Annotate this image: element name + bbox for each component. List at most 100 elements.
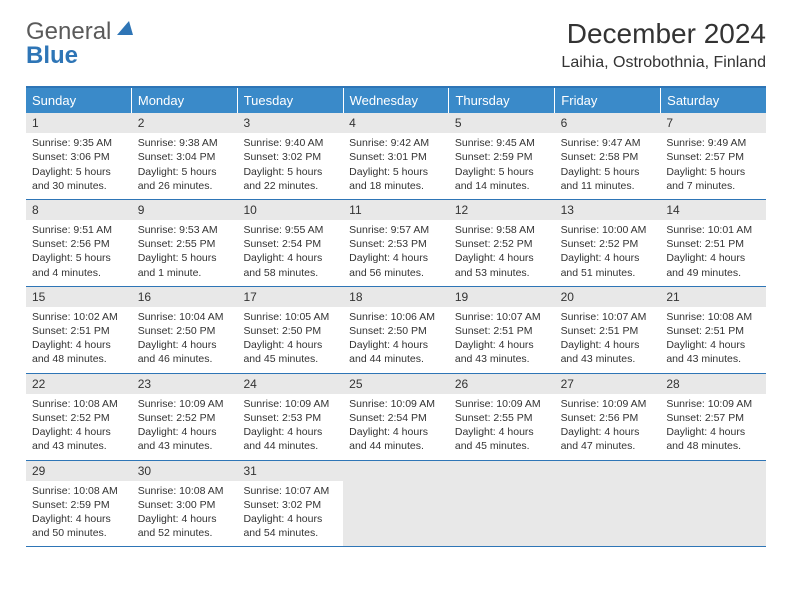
sunset-text: Sunset: 3:01 PM [349,150,443,164]
page-header: General Blue December 2024 Laihia, Ostro… [26,18,766,72]
daylight-text: Daylight: 4 hours [243,425,337,439]
day-cell: 28Sunrise: 10:09 AMSunset: 2:57 PMDaylig… [660,374,766,460]
daylight-text: and 18 minutes. [349,179,443,193]
daylight-text: and 1 minute. [138,266,232,280]
day-body: Sunrise: 10:09 AMSunset: 2:56 PMDaylight… [555,394,661,460]
daylight-text: Daylight: 4 hours [32,512,126,526]
day-body: Sunrise: 9:49 AMSunset: 2:57 PMDaylight:… [660,133,766,199]
month-title: December 2024 [561,18,766,50]
week-row: 15Sunrise: 10:02 AMSunset: 2:51 PMDaylig… [26,287,766,374]
sunset-text: Sunset: 2:59 PM [455,150,549,164]
day-body: Sunrise: 9:47 AMSunset: 2:58 PMDaylight:… [555,133,661,199]
day-number-wrap: 15 [26,287,132,307]
daylight-text: Daylight: 5 hours [561,165,655,179]
sunrise-text: Sunrise: 10:05 AM [243,310,337,324]
sunrise-text: Sunrise: 10:08 AM [666,310,760,324]
day-number: 5 [455,116,462,130]
day-number: 3 [243,116,250,130]
sunrise-text: Sunrise: 10:09 AM [349,397,443,411]
day-cell: 22Sunrise: 10:08 AMSunset: 2:52 PMDaylig… [26,374,132,460]
daylight-text: and 48 minutes. [32,352,126,366]
daylight-text: and 46 minutes. [138,352,232,366]
day-cell: 9Sunrise: 9:53 AMSunset: 2:55 PMDaylight… [132,200,238,286]
daylight-text: Daylight: 4 hours [243,338,337,352]
daylight-text: and 52 minutes. [138,526,232,540]
sunrise-text: Sunrise: 9:47 AM [561,136,655,150]
day-body: Sunrise: 10:01 AMSunset: 2:51 PMDaylight… [660,220,766,286]
daylight-text: and 44 minutes. [349,352,443,366]
day-body: Sunrise: 10:06 AMSunset: 2:50 PMDaylight… [343,307,449,373]
daylight-text: and 58 minutes. [243,266,337,280]
daylight-text: Daylight: 5 hours [138,251,232,265]
day-body: Sunrise: 9:40 AMSunset: 3:02 PMDaylight:… [237,133,343,199]
day-number-wrap: 27 [555,374,661,394]
day-header-monday: Monday [132,88,238,113]
day-number-wrap: 30 [132,461,238,481]
day-number-wrap: 13 [555,200,661,220]
calendar: SundayMondayTuesdayWednesdayThursdayFrid… [26,86,766,547]
day-cell: 11Sunrise: 9:57 AMSunset: 2:53 PMDayligh… [343,200,449,286]
daylight-text: and 44 minutes. [243,439,337,453]
day-number: 27 [561,377,574,391]
day-number: 19 [455,290,468,304]
day-body: Sunrise: 9:55 AMSunset: 2:54 PMDaylight:… [237,220,343,286]
daylight-text: Daylight: 4 hours [138,338,232,352]
sunrise-text: Sunrise: 10:02 AM [32,310,126,324]
daylight-text: Daylight: 4 hours [666,425,760,439]
day-body: Sunrise: 10:07 AMSunset: 3:02 PMDaylight… [237,481,343,547]
daylight-text: Daylight: 4 hours [561,338,655,352]
day-number-wrap: 1 [26,113,132,133]
day-cell: 24Sunrise: 10:09 AMSunset: 2:53 PMDaylig… [237,374,343,460]
daylight-text: Daylight: 4 hours [138,512,232,526]
day-number: 26 [455,377,468,391]
day-cell: 10Sunrise: 9:55 AMSunset: 2:54 PMDayligh… [237,200,343,286]
daylight-text: and 56 minutes. [349,266,443,280]
day-number: 6 [561,116,568,130]
day-number: 12 [455,203,468,217]
day-number: 13 [561,203,574,217]
sunset-text: Sunset: 2:54 PM [243,237,337,251]
daylight-text: Daylight: 4 hours [561,425,655,439]
sunrise-text: Sunrise: 10:04 AM [138,310,232,324]
day-number-wrap: 9 [132,200,238,220]
day-number-wrap: 5 [449,113,555,133]
sunrise-text: Sunrise: 10:00 AM [561,223,655,237]
week-row: 8Sunrise: 9:51 AMSunset: 2:56 PMDaylight… [26,200,766,287]
day-header-row: SundayMondayTuesdayWednesdayThursdayFrid… [26,88,766,113]
daylight-text: Daylight: 5 hours [666,165,760,179]
day-cell: 4Sunrise: 9:42 AMSunset: 3:01 PMDaylight… [343,113,449,199]
day-number: 20 [561,290,574,304]
daylight-text: Daylight: 4 hours [138,425,232,439]
sunset-text: Sunset: 2:59 PM [32,498,126,512]
sunset-text: Sunset: 2:56 PM [32,237,126,251]
daylight-text: Daylight: 4 hours [666,251,760,265]
day-number: 23 [138,377,151,391]
daylight-text: Daylight: 4 hours [243,512,337,526]
sunset-text: Sunset: 2:53 PM [243,411,337,425]
daylight-text: Daylight: 5 hours [138,165,232,179]
day-number: 24 [243,377,256,391]
sunset-text: Sunset: 2:56 PM [561,411,655,425]
day-number: 28 [666,377,679,391]
daylight-text: and 51 minutes. [561,266,655,280]
day-number: 14 [666,203,679,217]
day-number: 8 [32,203,39,217]
sunset-text: Sunset: 2:55 PM [455,411,549,425]
day-cell: 12Sunrise: 9:58 AMSunset: 2:52 PMDayligh… [449,200,555,286]
sunset-text: Sunset: 2:55 PM [138,237,232,251]
daylight-text: and 44 minutes. [349,439,443,453]
day-body: Sunrise: 10:07 AMSunset: 2:51 PMDaylight… [449,307,555,373]
daylight-text: and 7 minutes. [666,179,760,193]
day-body: Sunrise: 10:08 AMSunset: 2:52 PMDaylight… [26,394,132,460]
daylight-text: and 43 minutes. [138,439,232,453]
day-number-wrap: 29 [26,461,132,481]
day-cell: 31Sunrise: 10:07 AMSunset: 3:02 PMDaylig… [237,461,343,547]
day-number: 16 [138,290,151,304]
day-cell-empty [343,461,449,547]
day-header-saturday: Saturday [661,88,766,113]
day-number-wrap: 2 [132,113,238,133]
day-cell: 14 Sunrise: 10:01 AMSunset: 2:51 PMDaylig… [660,200,766,286]
sunrise-text: Sunrise: 10:09 AM [138,397,232,411]
day-body: Sunrise: 10:05 AMSunset: 2:50 PMDaylight… [237,307,343,373]
week-row: 1Sunrise: 9:35 AMSunset: 3:06 PMDaylight… [26,113,766,200]
